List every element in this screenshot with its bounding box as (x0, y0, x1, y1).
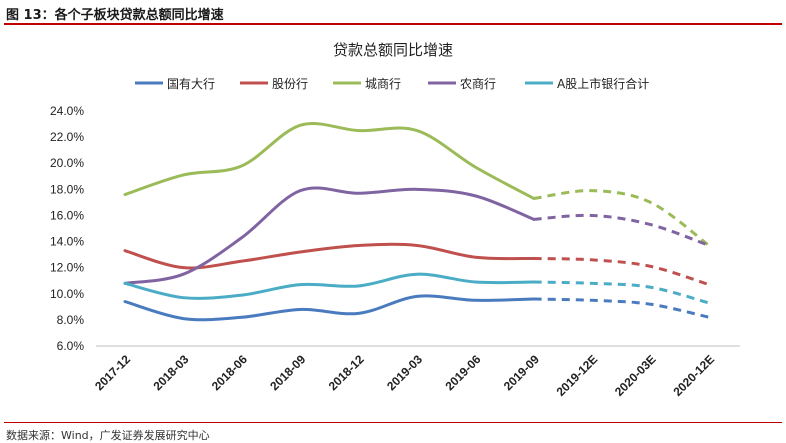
legend-label: 城商行 (365, 76, 401, 91)
top-rule (4, 23, 782, 25)
series-股份行 (123, 242, 710, 287)
y-tick-label: 6.0% (57, 339, 85, 353)
figure-label: 图 13：各个子板块贷款总额同比增速 (6, 8, 224, 23)
y-tick-label: 24.0% (50, 104, 84, 118)
x-tick-label: 2020-12E (670, 352, 717, 399)
series-城商行 (123, 122, 710, 247)
x-tick-label: 2018-03 (150, 352, 191, 393)
series-estimate-line (533, 297, 710, 319)
chart-title: 贷款总额同比增速 (333, 41, 453, 59)
legend-label: 股份行 (272, 77, 308, 91)
legend-item: 农商行 (428, 76, 496, 91)
x-tick-label: 2019-12E (554, 352, 601, 399)
legend-item: 国有大行 (135, 77, 215, 91)
axes: 6.0% 8.0% 10.0% 12.0% 14.0% 16.0% 18.0% 20.0% 22… (50, 104, 740, 399)
series-国有大行 (123, 294, 710, 322)
y-tick-label: 12.0% (50, 261, 84, 275)
series-estimate-line (533, 189, 710, 247)
x-tick-label: 2018-09 (267, 352, 308, 393)
legend-item: 城商行 (333, 76, 401, 91)
x-tick-label: 2020-03E (612, 352, 659, 399)
series-lines (123, 122, 710, 322)
series-actual-line (123, 272, 536, 300)
series-A股上市银行合计 (123, 272, 710, 305)
series-actual-line (123, 294, 536, 322)
series-农商行 (123, 186, 710, 285)
legend-label: 农商行 (460, 76, 496, 91)
series-estimate-line (533, 257, 710, 287)
x-tick-label: 2019-03 (384, 352, 425, 393)
x-tick-label: 2019-06 (442, 352, 483, 393)
legend-label: 国有大行 (167, 77, 215, 91)
series-estimate-line (533, 280, 710, 305)
y-tick-label: 18.0% (50, 182, 84, 196)
series-actual-line (123, 242, 536, 270)
series-actual-line (123, 122, 536, 200)
y-tick-label: 22.0% (50, 130, 84, 144)
series-actual-line (123, 186, 536, 285)
source-note: 数据来源：Wind，广发证券发展研究中心 (6, 429, 210, 442)
legend-item: A股上市银行合计 (525, 76, 649, 91)
bottom-rule (4, 422, 782, 423)
x-tick-label: 2018-12 (326, 352, 367, 393)
legend-label: A股上市银行合计 (557, 76, 649, 91)
x-tick-label: 2017-12 (92, 352, 133, 393)
x-tick-label: 2018-06 (209, 352, 250, 393)
x-tick-label: 2019-09 (501, 352, 542, 393)
series-estimate-line (533, 213, 710, 247)
y-tick-label: 8.0% (57, 313, 85, 327)
legend-item: 股份行 (240, 77, 308, 91)
y-tick-label: 10.0% (50, 287, 84, 301)
y-tick-label: 14.0% (50, 235, 84, 249)
y-tick-label: 20.0% (50, 156, 84, 170)
legend: 国有大行 股份行 城商行 农商行 A股上市银行合计 (135, 76, 649, 91)
y-tick-label: 16.0% (50, 208, 84, 222)
